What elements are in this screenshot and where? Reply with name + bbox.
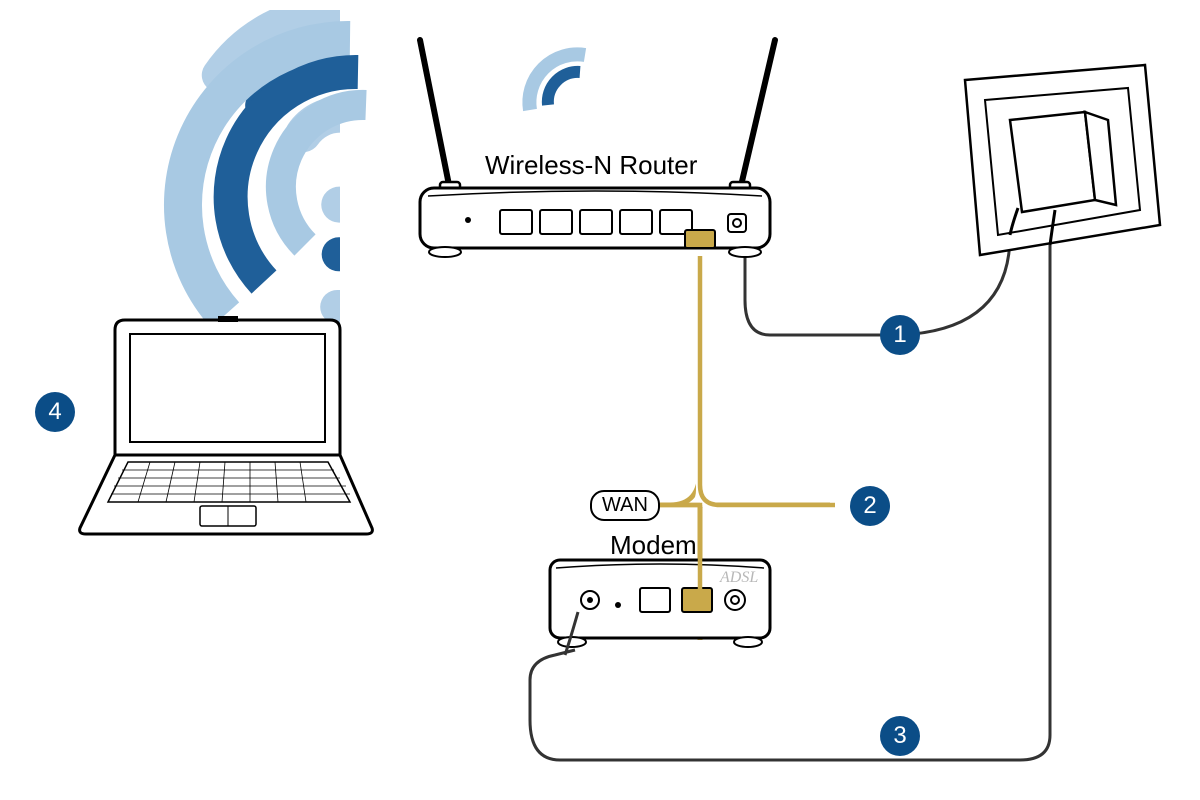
step-badge-1: 1 — [880, 315, 920, 355]
wan-label: WAN — [590, 490, 660, 521]
router-label: Wireless-N Router — [485, 150, 697, 181]
adsl-text: ADSL — [719, 569, 758, 586]
modem-icon: ADSL — [550, 560, 770, 647]
network-diagram: ADSL — [0, 0, 1200, 800]
step-badge-2: 2 — [850, 486, 890, 526]
step-badge-3: 3 — [880, 716, 920, 756]
laptop-icon — [80, 316, 373, 534]
step-badge-4: 4 — [35, 392, 75, 432]
modem-label: Modem — [610, 530, 697, 561]
wall-outlet-icon — [965, 65, 1160, 255]
